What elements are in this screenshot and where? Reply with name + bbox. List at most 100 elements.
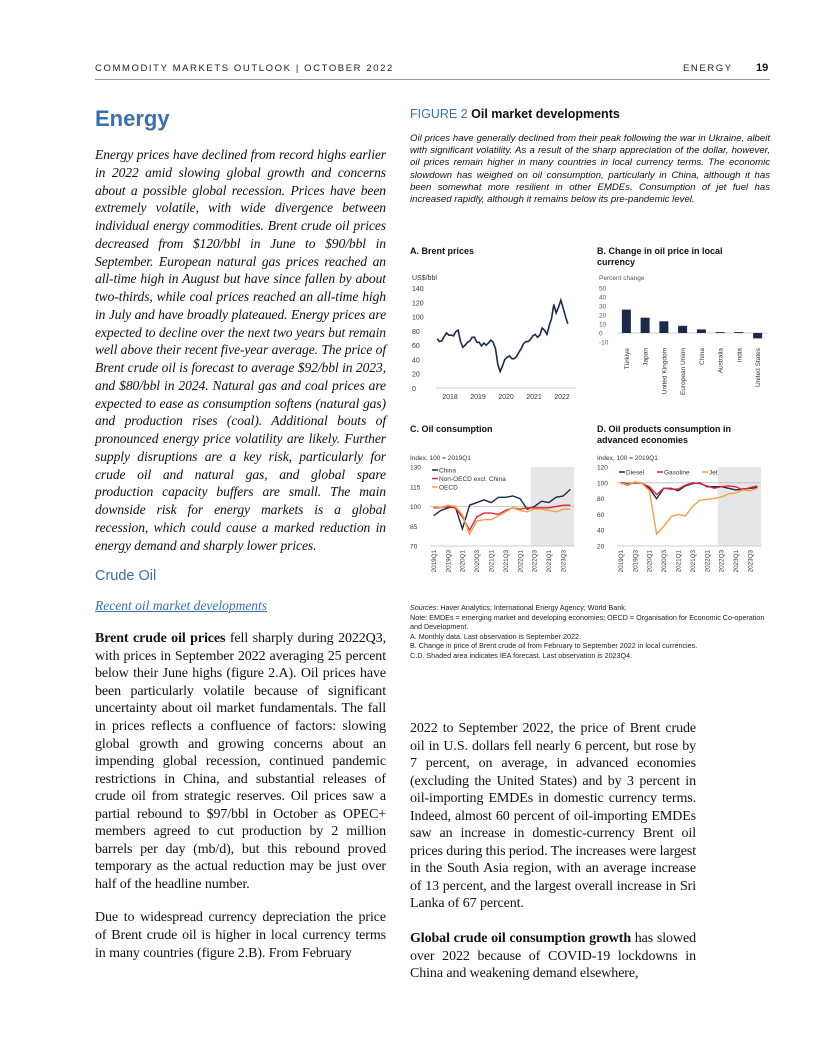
y-tick-label: 40 — [412, 357, 420, 364]
chart-oil-consumption: Index, 100 = 2019Q1 70 85 100 115 130 2019Q1 20… — [410, 455, 574, 573]
x-tick-label: 2021Q3 — [503, 550, 510, 573]
body-paragraph-1: Brent crude oil prices fell sharply duri… — [95, 630, 386, 893]
y-tick-label: 0 — [412, 386, 416, 393]
legend-label: Diesel — [626, 470, 645, 477]
left-column: Energy Energy prices have declined from … — [95, 106, 386, 962]
x-tick-label: 2019Q3 — [445, 550, 452, 573]
category-label: Türkiye — [624, 348, 631, 370]
body-paragraph-2: Due to widespread currency depreciation … — [95, 910, 386, 961]
x-tick-label: 2018 — [442, 394, 458, 401]
x-tick-label: 2020Q3 — [474, 550, 481, 573]
x-tick-label: 2023Q1 — [733, 550, 740, 573]
chart-oil-products-consumption: Index, 100 = 2019Q1 20 40 60 80 100 120 2019Q1 2… — [597, 455, 761, 573]
note-line: Note: EMDEs = emerging market and develo… — [410, 612, 765, 632]
y-axis-unit: Percent change — [599, 275, 645, 282]
figure-notes: Sources: Haver Analytics; International … — [410, 603, 775, 661]
legend-label: Jet — [709, 470, 718, 477]
y-axis-unit: Index, 100 = 2019Q1 — [410, 455, 471, 462]
category-label: European Union — [680, 348, 687, 395]
x-tick-label: 2022Q1 — [704, 550, 711, 573]
x-tick-label: 2020Q3 — [661, 550, 668, 573]
panel-d-title: D. Oil products consumption in advanced … — [597, 424, 731, 445]
note-line: B. Change in price of Brent crude oil fr… — [410, 641, 698, 651]
figure-title: FIGURE 2 Oil market developments — [410, 107, 620, 121]
sources-text: : Haver Analytics; International Energy … — [436, 603, 627, 612]
series-line-non-oecd-excl-china — [433, 504, 571, 532]
category-label: United Kingdom — [661, 348, 668, 394]
y-tick-label: 70 — [410, 544, 418, 551]
y-tick-label: 80 — [412, 329, 420, 336]
y-tick-label: 50 — [599, 286, 607, 293]
category-label: India — [736, 348, 743, 362]
page-title: Energy — [95, 106, 170, 131]
bold-lead: Brent crude oil prices — [95, 631, 226, 647]
body-paragraph-2-continued: 2022 to September 2022, the price of Bre… — [410, 721, 696, 912]
x-tick-label: 2022 — [554, 394, 570, 401]
subsection-heading: Recent oil market developments — [95, 598, 268, 614]
series-line-jet — [620, 481, 758, 536]
legend-label: OECD — [439, 485, 458, 492]
legend-label: Gasoline — [664, 470, 690, 477]
x-tick-label: 2019Q3 — [632, 550, 639, 573]
x-tick-label: 2022Q1 — [517, 550, 524, 573]
bar-united-kingdom — [659, 321, 669, 333]
y-tick-label: -10 — [599, 340, 609, 347]
y-axis-unit: US$/bbl — [412, 275, 437, 282]
bar-china — [696, 329, 706, 333]
y-tick-label: 130 — [410, 465, 421, 472]
chart-local-currency-change: Percent change -10 0 10 20 30 40 50 Türkiye Japan… — [599, 275, 767, 395]
sources-line: Sources: Haver Analytics; International … — [410, 603, 775, 613]
forecast-shading — [717, 467, 761, 546]
x-tick-label: 2021Q1 — [489, 550, 496, 573]
y-tick-label: 40 — [599, 295, 607, 302]
y-tick-label: 20 — [597, 544, 605, 551]
running-header: COMMODITY MARKETS OUTLOOK | OCTOBER 2022 — [95, 63, 394, 74]
panel-a-title: A. Brent prices — [410, 246, 475, 256]
x-tick-label: 2022Q3 — [719, 550, 726, 573]
figure-title-text: Oil market developments — [471, 107, 620, 121]
figure-number: FIGURE 2 — [410, 107, 468, 121]
category-label: United States — [755, 347, 762, 387]
y-tick-label: 60 — [412, 343, 420, 350]
bar-australia — [715, 332, 725, 333]
y-tick-label: 20 — [599, 313, 607, 320]
bar-european-union — [678, 325, 688, 333]
legend-label: China — [439, 468, 456, 475]
x-tick-label: 2019 — [470, 394, 486, 401]
bold-lead: Global crude oil consumption growth — [410, 931, 631, 947]
x-tick-label: 2020Q1 — [647, 550, 654, 573]
bar-japan — [640, 317, 650, 333]
x-tick-label: 2021Q1 — [676, 550, 683, 573]
chart-brent-prices: US$/bbl 0 20 40 60 80 100 120 140 2018 2019 2020 202… — [412, 275, 576, 401]
legend-label: Non-OECD excl. China — [439, 476, 506, 483]
y-tick-label: 100 — [410, 504, 421, 511]
x-tick-label: 2021 — [526, 394, 542, 401]
y-tick-label: 100 — [412, 315, 424, 322]
y-tick-label: 60 — [597, 512, 605, 519]
bar-india — [734, 332, 744, 333]
category-label: China — [699, 348, 706, 365]
x-tick-label: 2023Q1 — [546, 550, 553, 573]
x-tick-label: 2019Q1 — [431, 550, 438, 573]
note-line: A. Monthly data. Last observation is Sep… — [410, 631, 582, 641]
y-tick-label: 140 — [412, 286, 424, 293]
panel-b-title: B. Change in oil price in local currency — [597, 246, 723, 267]
sources-label: Sources — [410, 603, 437, 612]
y-tick-label: 115 — [410, 484, 421, 491]
x-tick-label: 2020Q1 — [460, 550, 467, 573]
y-tick-label: 120 — [597, 465, 608, 472]
x-tick-label: 2020 — [498, 394, 514, 401]
x-tick-label: 2023Q3 — [748, 550, 755, 573]
bar-united-states — [753, 333, 763, 339]
x-tick-label: 2021Q3 — [690, 550, 697, 573]
body-paragraph-3: Global crude oil consumption growth has … — [410, 930, 696, 983]
figure-description: Oil prices have generally declined from … — [410, 133, 770, 206]
y-tick-label: 100 — [597, 480, 608, 487]
category-label: Japan — [643, 348, 650, 366]
intro-paragraph: Energy prices have declined from record … — [95, 147, 386, 553]
section-label: ENERGY — [683, 63, 733, 74]
y-tick-label: 10 — [599, 322, 607, 329]
right-column: 2022 to September 2022, the price of Bre… — [410, 720, 696, 983]
category-label: Australia — [718, 348, 725, 374]
